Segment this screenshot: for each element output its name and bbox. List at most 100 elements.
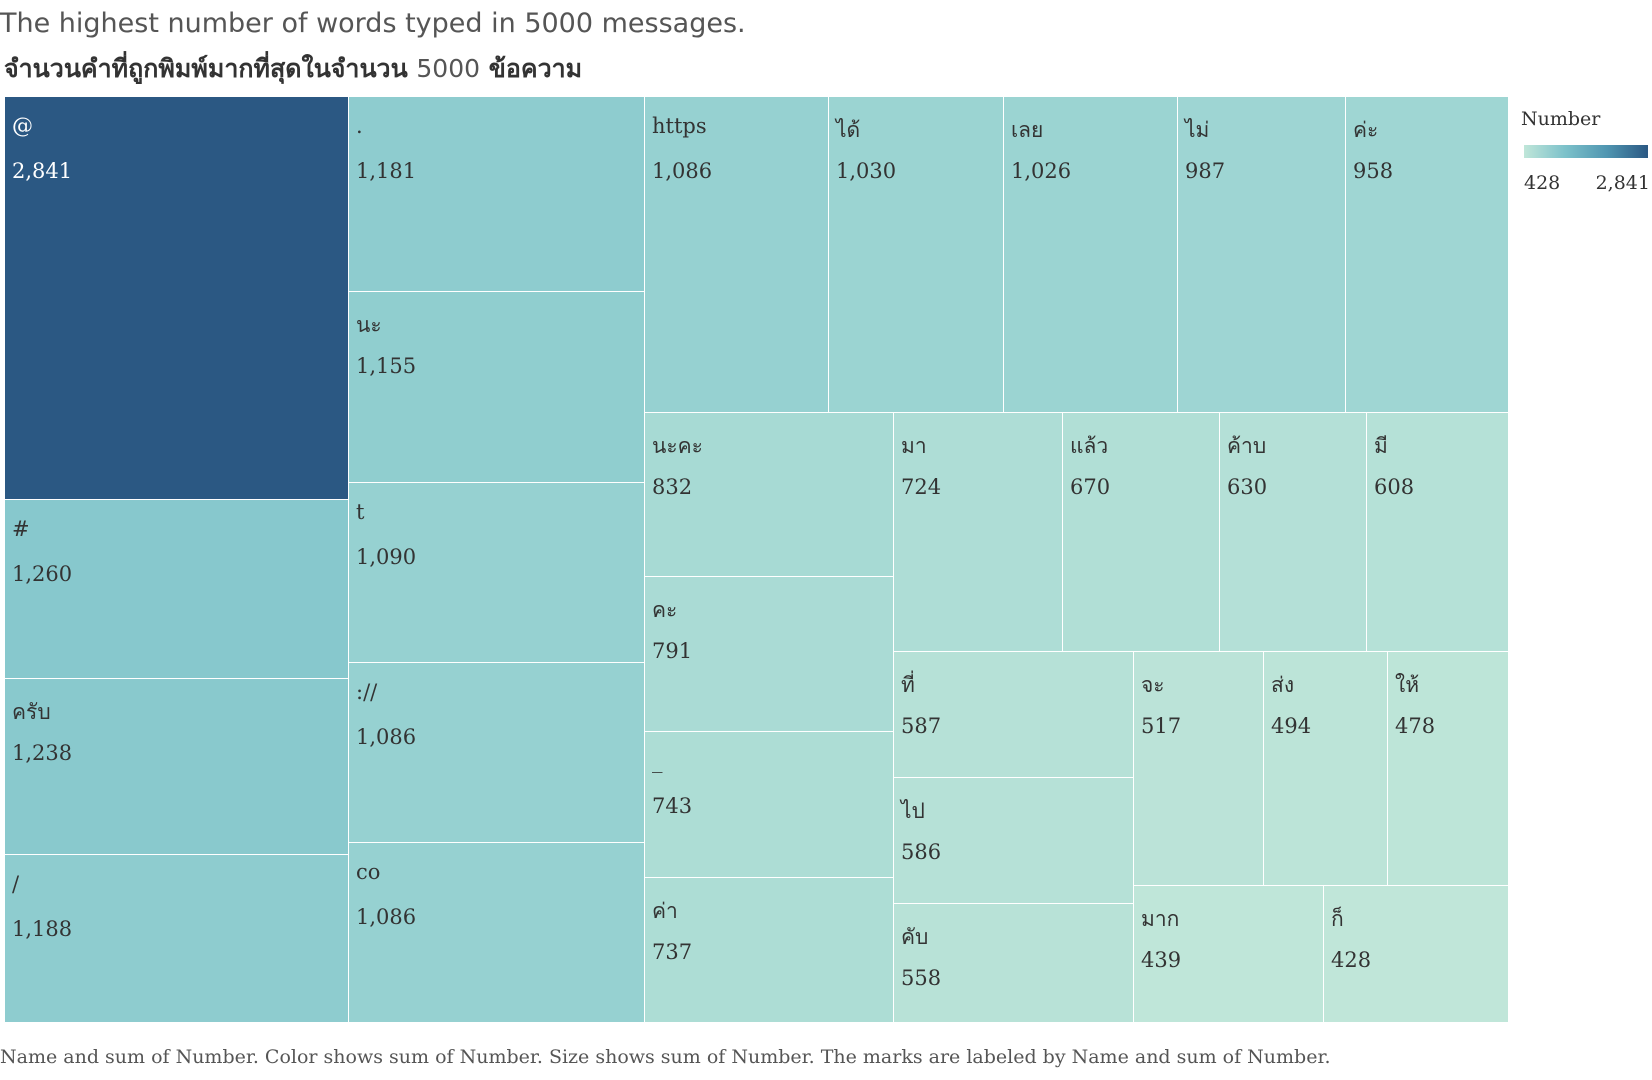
cell-value-label: 724 [901, 475, 942, 499]
cell-value-label: 1,090 [356, 545, 417, 569]
cell-name-label: คะ [652, 598, 678, 622]
cell-name-label: ค้าบ [1227, 434, 1267, 458]
cell-value-label: 1,155 [356, 354, 417, 378]
treemap-cell: ได้ 1,030 [829, 97, 1004, 413]
cell-value-label: 2,841 [12, 159, 73, 183]
cell-name-label: # [12, 517, 30, 541]
subtitle-number: 5000 [416, 54, 481, 83]
legend-max-label: 2,841 [1595, 172, 1650, 194]
cell-value-label: 587 [901, 714, 942, 738]
cell-name-label: ไป [901, 799, 925, 823]
cell-value-label: 1,188 [12, 917, 73, 941]
cell-name-label: ครับ [12, 700, 51, 724]
treemap-cell: _ 743 [645, 732, 894, 878]
treemap-cell: ค่า 737 [645, 878, 894, 1023]
cell-name-label: ก็ [1331, 907, 1344, 931]
chart-subtitle: จำนวนคำที่ถูกพิมพ์มากที่สุดในจำนวน 5000 … [4, 49, 582, 89]
treemap-cell: / 1,188 [5, 855, 349, 1023]
cell-name-label: t [356, 500, 365, 524]
cell-value-label: 1,181 [356, 159, 417, 183]
cell-value-label: 670 [1070, 475, 1111, 499]
cell-value-label: 1,030 [836, 159, 897, 183]
treemap-cell: ไป 586 [894, 778, 1134, 904]
treemap-cell: มาก 439 [1134, 886, 1324, 1023]
treemap-cell: นะ 1,155 [349, 292, 645, 483]
treemap-cell: ไม่ 987 [1178, 97, 1346, 413]
treemap-cell: @2,841 [5, 97, 349, 500]
cell-name-label: @ [12, 114, 33, 138]
cell-value-label: 630 [1227, 475, 1268, 499]
cell-name-label: :// [356, 680, 378, 704]
treemap-cell: เลย 1,026 [1004, 97, 1178, 413]
treemap-cell: นะคะ 832 [645, 413, 894, 577]
subtitle-text-thai: จำนวนคำที่ถูกพิมพ์มากที่สุดในจำนวน [4, 54, 408, 83]
treemap-cell: ให้ 478 [1388, 652, 1509, 886]
cell-name-label: ให้ [1395, 673, 1420, 697]
chart-title: The highest number of words typed in 500… [0, 8, 746, 39]
cell-name-label: https [652, 114, 707, 138]
treemap-cell: ส่ง 494 [1264, 652, 1388, 886]
cell-name-label: นะคะ [652, 434, 703, 458]
cell-name-label: มี [1374, 434, 1388, 458]
treemap-cell: https 1,086 [645, 97, 829, 413]
cell-value-label: 791 [652, 639, 693, 663]
treemap-cell: . 1,181 [349, 97, 645, 292]
treemap-chart: @2,841 #1,260 ครับ 1,238/1,188. 1,181 นะ 1,155… [5, 97, 1509, 1023]
cell-name-label: เลย [1011, 118, 1044, 142]
cell-value-label: 832 [652, 475, 693, 499]
cell-value-label: 586 [901, 840, 942, 864]
cell-value-label: 1,086 [652, 159, 713, 183]
cell-name-label: จะ [1141, 673, 1165, 697]
cell-name-label: แล้ว [1070, 434, 1109, 458]
cell-name-label: / [12, 872, 20, 896]
treemap-cell: แล้ว 670 [1063, 413, 1220, 652]
cell-name-label: ค่า [652, 899, 678, 923]
cell-value-label: 439 [1141, 948, 1182, 972]
treemap-cell: คะ 791 [645, 577, 894, 732]
treemap-cell: คับ 558 [894, 904, 1134, 1023]
treemap-cell: t 1,090 [349, 483, 645, 663]
chart-caption: Name and sum of Number. Color shows sum … [0, 1046, 1331, 1068]
cell-name-label: นะ [356, 313, 382, 337]
treemap-cell: จะ 517 [1134, 652, 1264, 886]
cell-name-label: ส่ง [1271, 673, 1295, 697]
cell-name-label: . [356, 114, 363, 138]
cell-name-label: คับ [901, 925, 929, 949]
cell-value-label: 608 [1374, 475, 1415, 499]
cell-value-label: 478 [1395, 714, 1436, 738]
cell-value-label: 517 [1141, 714, 1182, 738]
cell-name-label: _ [652, 749, 663, 773]
treemap-cell: ค้าบ 630 [1220, 413, 1367, 652]
cell-name-label: ที่ [901, 673, 915, 697]
cell-value-label: 1,238 [12, 741, 73, 765]
cell-value-label: 987 [1185, 159, 1226, 183]
cell-name-label: มา [901, 434, 927, 458]
treemap-cell: :// 1,086 [349, 663, 645, 843]
cell-value-label: 1,260 [12, 562, 73, 586]
treemap-cell: co 1,086 [349, 843, 645, 1023]
legend-title: Number [1521, 108, 1601, 130]
treemap-cell: มา 724 [894, 413, 1063, 652]
cell-value-label: 1,086 [356, 905, 417, 929]
cell-value-label: 1,026 [1011, 159, 1072, 183]
cell-name-label: ไม่ [1185, 118, 1210, 142]
treemap-cell: ก็ 428 [1324, 886, 1509, 1023]
cell-value-label: 958 [1353, 159, 1394, 183]
cell-value-label: 558 [901, 966, 942, 990]
treemap-cell: #1,260 [5, 500, 349, 679]
cell-name-label: ได้ [836, 118, 861, 142]
treemap-cell: ที่ 587 [894, 652, 1134, 778]
color-legend: Number 428 2,841 [1520, 108, 1650, 194]
treemap-cell: ครับ 1,238 [5, 679, 349, 855]
cell-value-label: 494 [1271, 714, 1312, 738]
cell-name-label: มาก [1141, 907, 1180, 931]
cell-value-label: 737 [652, 940, 693, 964]
treemap-cell: มี 608 [1367, 413, 1509, 652]
cell-name-label: ค่ะ [1353, 118, 1379, 142]
subtitle-text-thai-end: ข้อความ [488, 54, 583, 83]
cell-value-label: 743 [652, 794, 693, 818]
treemap-cell: ค่ะ 958 [1346, 97, 1509, 413]
cell-value-label: 1,086 [356, 725, 417, 749]
legend-min-label: 428 [1524, 172, 1561, 194]
cell-name-label: co [356, 860, 381, 884]
